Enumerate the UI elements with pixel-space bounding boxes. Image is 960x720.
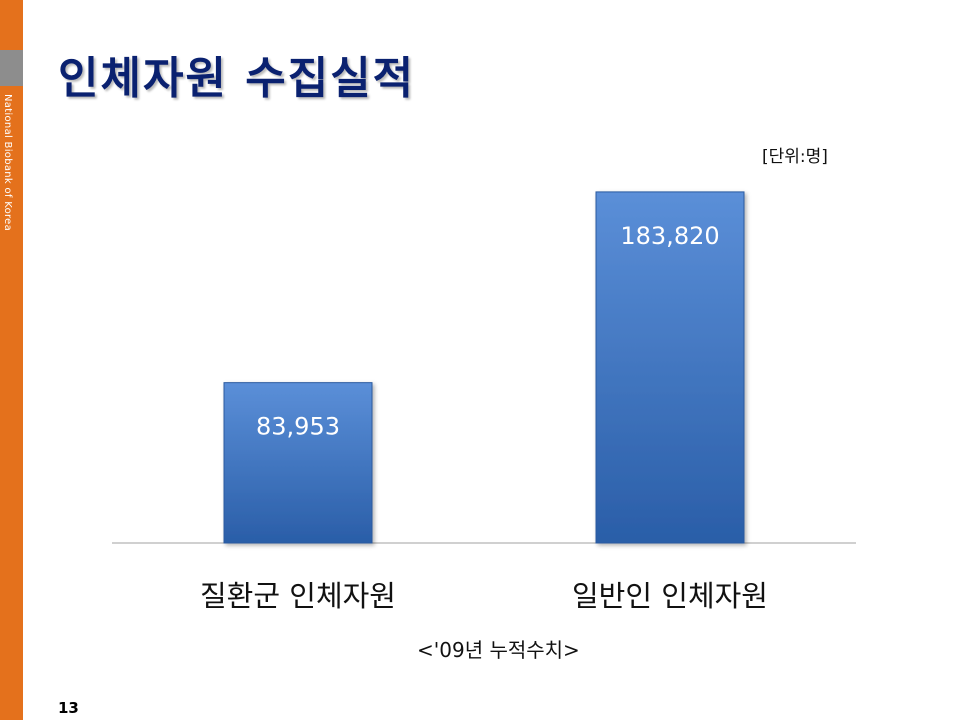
category-label-1: 질환군 인체자원	[200, 579, 396, 613]
page-title: 인체자원 수집실적	[58, 53, 416, 104]
side-accent-bar	[0, 0, 23, 720]
unit-label: [단위:명]	[762, 147, 828, 167]
bar-1	[223, 382, 373, 544]
page-number: 13	[58, 699, 79, 717]
bar-2	[595, 191, 745, 544]
bar-value-label-2: 183,820	[620, 222, 719, 250]
bar-value-label-1: 83,953	[256, 413, 340, 441]
footnote: <'09년 누적수치>	[417, 638, 580, 662]
side-vertical-text: National Biobank of Korea	[2, 94, 13, 232]
category-label-2: 일반인 인체자원	[572, 579, 768, 613]
side-gray-block	[0, 50, 23, 86]
